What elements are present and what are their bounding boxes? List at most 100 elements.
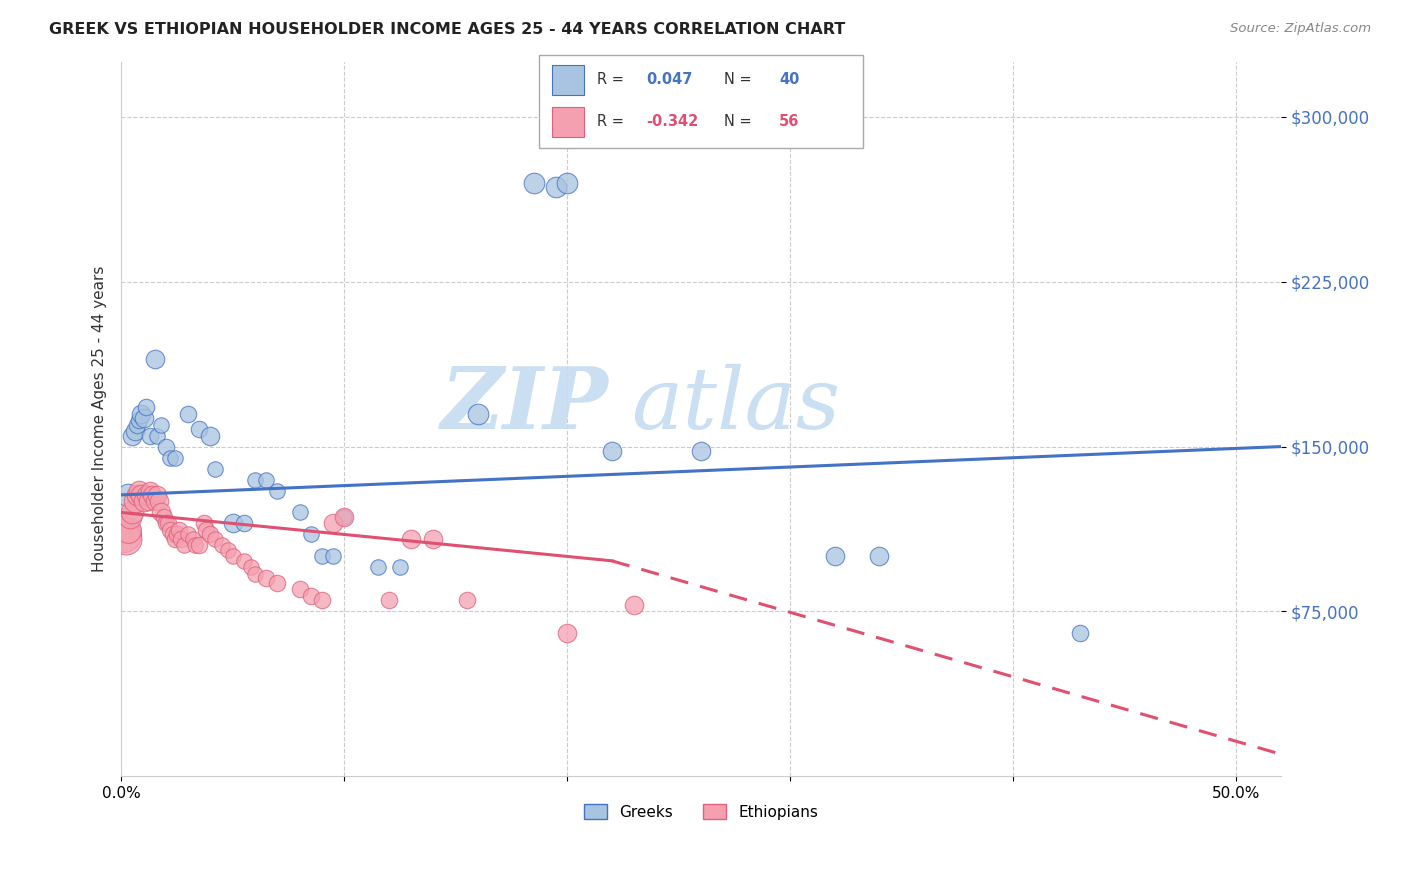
Point bbox=[367, 560, 389, 574]
Point bbox=[333, 509, 356, 524]
Point bbox=[150, 506, 173, 520]
Point bbox=[177, 527, 200, 541]
Point bbox=[129, 407, 152, 421]
Point bbox=[159, 523, 181, 537]
Point bbox=[177, 407, 200, 421]
Text: ZIP: ZIP bbox=[440, 363, 609, 447]
Point bbox=[128, 483, 150, 498]
Point bbox=[311, 593, 333, 607]
Point bbox=[146, 488, 169, 502]
Point bbox=[243, 473, 266, 487]
Point bbox=[243, 567, 266, 582]
Point bbox=[124, 494, 146, 508]
Point bbox=[112, 527, 135, 541]
Point bbox=[217, 542, 239, 557]
Point bbox=[600, 444, 623, 458]
Point bbox=[200, 428, 222, 442]
Point bbox=[148, 494, 170, 508]
Point bbox=[1069, 626, 1091, 640]
Point bbox=[523, 176, 546, 190]
Point bbox=[232, 554, 254, 568]
Point bbox=[139, 483, 162, 498]
Point bbox=[200, 527, 222, 541]
Point bbox=[399, 532, 422, 546]
Point bbox=[824, 549, 846, 564]
Point bbox=[114, 532, 136, 546]
Point bbox=[143, 494, 166, 508]
Point bbox=[311, 549, 333, 564]
Text: atlas: atlas bbox=[631, 363, 841, 446]
Point bbox=[125, 488, 148, 502]
Point bbox=[139, 428, 162, 442]
Point bbox=[555, 176, 578, 190]
Point bbox=[128, 413, 150, 427]
Point bbox=[155, 440, 177, 454]
Point bbox=[222, 549, 245, 564]
Point bbox=[135, 400, 157, 414]
Point bbox=[254, 473, 277, 487]
Text: Source: ZipAtlas.com: Source: ZipAtlas.com bbox=[1230, 22, 1371, 36]
Point bbox=[254, 571, 277, 585]
Point bbox=[163, 532, 186, 546]
Point bbox=[299, 589, 322, 603]
Point bbox=[204, 532, 226, 546]
Point bbox=[266, 483, 288, 498]
Point bbox=[204, 461, 226, 475]
Point bbox=[124, 424, 146, 438]
Point bbox=[456, 593, 478, 607]
Point bbox=[129, 488, 152, 502]
Point bbox=[322, 516, 344, 531]
Legend: Greeks, Ethiopians: Greeks, Ethiopians bbox=[578, 797, 824, 826]
Point bbox=[181, 532, 204, 546]
Point bbox=[135, 488, 157, 502]
Point bbox=[288, 506, 311, 520]
Point bbox=[132, 494, 155, 508]
Point bbox=[623, 598, 645, 612]
Point bbox=[333, 509, 356, 524]
Point bbox=[555, 626, 578, 640]
Point bbox=[422, 532, 444, 546]
Point bbox=[163, 450, 186, 465]
Point bbox=[239, 560, 262, 574]
Point bbox=[194, 523, 217, 537]
Point bbox=[166, 527, 188, 541]
Text: GREEK VS ETHIOPIAN HOUSEHOLDER INCOME AGES 25 - 44 YEARS CORRELATION CHART: GREEK VS ETHIOPIAN HOUSEHOLDER INCOME AG… bbox=[49, 22, 845, 37]
Point bbox=[188, 422, 211, 436]
Point bbox=[184, 538, 207, 552]
Point bbox=[121, 506, 143, 520]
Point bbox=[222, 516, 245, 531]
Point bbox=[117, 523, 139, 537]
Point bbox=[146, 428, 169, 442]
Point bbox=[162, 527, 184, 541]
Point bbox=[378, 593, 401, 607]
Point bbox=[120, 509, 142, 524]
Point bbox=[388, 560, 411, 574]
Point bbox=[150, 417, 173, 432]
Point bbox=[467, 407, 489, 421]
Point bbox=[211, 538, 233, 552]
Point bbox=[288, 582, 311, 597]
Point bbox=[232, 516, 254, 531]
Point bbox=[266, 575, 288, 590]
Point bbox=[136, 494, 159, 508]
Point bbox=[546, 180, 568, 194]
Point bbox=[155, 516, 177, 531]
Point bbox=[143, 351, 166, 366]
Point bbox=[170, 532, 193, 546]
Point bbox=[157, 516, 180, 531]
Point bbox=[152, 509, 174, 524]
Point bbox=[193, 516, 215, 531]
Point bbox=[322, 549, 344, 564]
Point bbox=[159, 450, 181, 465]
Point bbox=[121, 428, 143, 442]
Point bbox=[188, 538, 211, 552]
Point bbox=[690, 444, 713, 458]
Point bbox=[299, 527, 322, 541]
Y-axis label: Householder Income Ages 25 - 44 years: Householder Income Ages 25 - 44 years bbox=[93, 266, 107, 573]
Point bbox=[167, 523, 190, 537]
Point bbox=[141, 488, 163, 502]
Point bbox=[132, 411, 155, 425]
Point bbox=[869, 549, 891, 564]
Point bbox=[125, 417, 148, 432]
Point bbox=[117, 488, 139, 502]
